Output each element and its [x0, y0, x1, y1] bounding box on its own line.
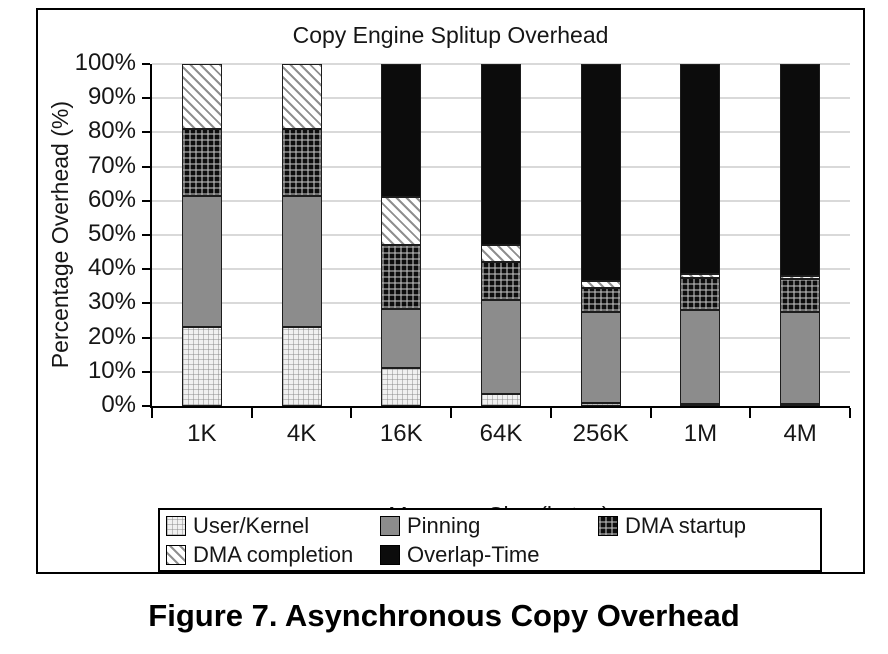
x-category-label-256k: 256K: [572, 420, 629, 447]
x-category-label-64k: 64K: [479, 420, 523, 447]
bar-segment-dma-completion-64k: [481, 245, 521, 263]
bar-segment-dma-startup-16k: [381, 245, 422, 309]
bar-segment-pinning-16k: [381, 308, 422, 369]
bar-segment-dma-completion-256k: [580, 281, 621, 289]
bar-segment-dma-startup-4m: [780, 279, 821, 312]
plot-area: 0% 10% 20% 30% 40% 50% 60% 70% 80% 90% 100% 1K 4K 16K…: [75, 49, 851, 447]
bar-segment-overlap-time-64k: [481, 64, 521, 246]
x-category-label-4m: 4M: [783, 420, 817, 447]
x-tick: [151, 408, 153, 418]
y-tick-label: 10%: [87, 356, 136, 384]
bar-4k: [281, 64, 322, 406]
y-tick-label: 100%: [74, 49, 136, 76]
chart-title: Copy Engine Splitup Overhead: [292, 22, 609, 48]
x-category-label-1k: 1K: [187, 420, 217, 447]
bar-segment-user-kernel-1k: [181, 327, 222, 406]
legend-label-dma-completion: DMA completion: [193, 541, 354, 567]
legend-item-user-kernel: User/Kernel: [166, 513, 380, 539]
bar-segment-overlap-time-1m: [680, 64, 721, 275]
bar-segment-dma-completion-1m: [680, 274, 721, 278]
bar-256k: [580, 64, 621, 406]
bar-segment-user-kernel-4k: [281, 327, 322, 406]
y-tick: [142, 370, 150, 373]
x-tick: [749, 408, 752, 418]
bar-segment-pinning-1k: [181, 195, 222, 328]
legend-item-dma-completion: DMA completion: [166, 542, 380, 568]
y-tick: [142, 97, 150, 100]
legend-swatch-pinning: [380, 515, 400, 536]
x-category-label-1m: 1M: [683, 420, 718, 447]
y-tick: [142, 336, 150, 339]
bar-16k: [381, 64, 422, 406]
legend-label-user-kernel: User/Kernel: [193, 512, 310, 538]
bar-segment-pinning-4m: [780, 311, 821, 405]
legend-label-dma-startup: DMA startup: [625, 512, 747, 538]
x-tick: [250, 408, 253, 418]
legend-label-overlap-time: Overlap-Time: [407, 541, 540, 567]
y-tick: [142, 63, 150, 65]
bar-64k: [481, 64, 521, 406]
y-tick: [142, 268, 150, 271]
bar-segment-user-kernel-1m: [680, 404, 721, 406]
x-tick: [350, 408, 353, 418]
bar-segment-overlap-time-16k: [381, 64, 422, 198]
bar-1m: [680, 64, 721, 406]
y-tick-label: 40%: [87, 254, 136, 282]
legend: User/Kernel Pinning DMA startup DMA complet…: [158, 508, 822, 572]
bar-segment-dma-startup-256k: [580, 288, 621, 312]
bar-segment-user-kernel-16k: [381, 368, 422, 406]
y-tick-label: 90%: [87, 83, 136, 111]
bar-segment-dma-completion-1k: [181, 64, 222, 129]
y-tick-label: 80%: [87, 117, 136, 145]
bar-segment-dma-completion-16k: [381, 197, 422, 246]
y-tick-label: 30%: [87, 288, 136, 316]
x-tick: [549, 408, 552, 418]
x-tick: [450, 408, 453, 418]
bar-segment-dma-startup-1m: [680, 277, 721, 311]
y-tick: [142, 199, 150, 202]
legend-swatch-user-kernel: [166, 515, 186, 536]
x-tick: [649, 408, 652, 418]
gridline-100: [152, 63, 850, 65]
x-category-label-16k: 16K: [379, 420, 423, 447]
x-category-label-4k: 4K: [286, 420, 317, 447]
y-tick-label: 20%: [87, 322, 136, 350]
bar-segment-overlap-time-256k: [580, 64, 621, 282]
legend-swatch-dma-completion: [166, 544, 186, 565]
y-tick: [142, 405, 150, 407]
legend-item-overlap-time: Overlap-Time: [380, 542, 598, 568]
y-tick: [142, 234, 150, 236]
bar-segment-dma-startup-1k: [181, 128, 222, 196]
y-tick-label: 0%: [101, 391, 136, 418]
bar-segment-user-kernel-256k: [580, 402, 621, 406]
bar-segment-overlap-time-4m: [780, 64, 821, 277]
x-tick: [849, 408, 851, 418]
figure-caption: Figure 7. Asynchronous Copy Overhead: [148, 598, 740, 633]
bar-segment-pinning-1m: [680, 310, 721, 405]
bar-segment-user-kernel-64k: [481, 394, 521, 406]
y-tick: [142, 165, 150, 168]
bar-segment-dma-startup-64k: [481, 262, 521, 300]
bar-1k: [181, 64, 222, 406]
legend-label-pinning: Pinning: [407, 512, 481, 538]
legend-swatch-overlap-time: [380, 544, 400, 565]
y-tick: [142, 131, 150, 134]
y-tick-label: 70%: [87, 151, 136, 179]
y-tick-label: 50%: [87, 220, 136, 247]
bar-segment-dma-completion-4k: [281, 64, 322, 129]
bar-segment-dma-completion-4m: [780, 276, 821, 280]
legend-item-dma-startup: DMA startup: [598, 513, 814, 539]
bar-4m: [780, 64, 821, 406]
bar-segment-pinning-4k: [281, 195, 322, 328]
chart-frame: Copy Engine Splitup Overhead Percentage …: [36, 8, 865, 574]
y-tick-label: 60%: [87, 185, 136, 213]
bar-segment-pinning-256k: [580, 311, 621, 403]
legend-item-pinning: Pinning: [380, 513, 598, 539]
legend-swatch-dma-startup: [598, 515, 618, 536]
y-tick: [142, 302, 150, 305]
bar-segment-pinning-64k: [481, 299, 521, 395]
bar-segment-dma-startup-4k: [281, 128, 322, 196]
bar-segment-user-kernel-4m: [780, 404, 821, 406]
